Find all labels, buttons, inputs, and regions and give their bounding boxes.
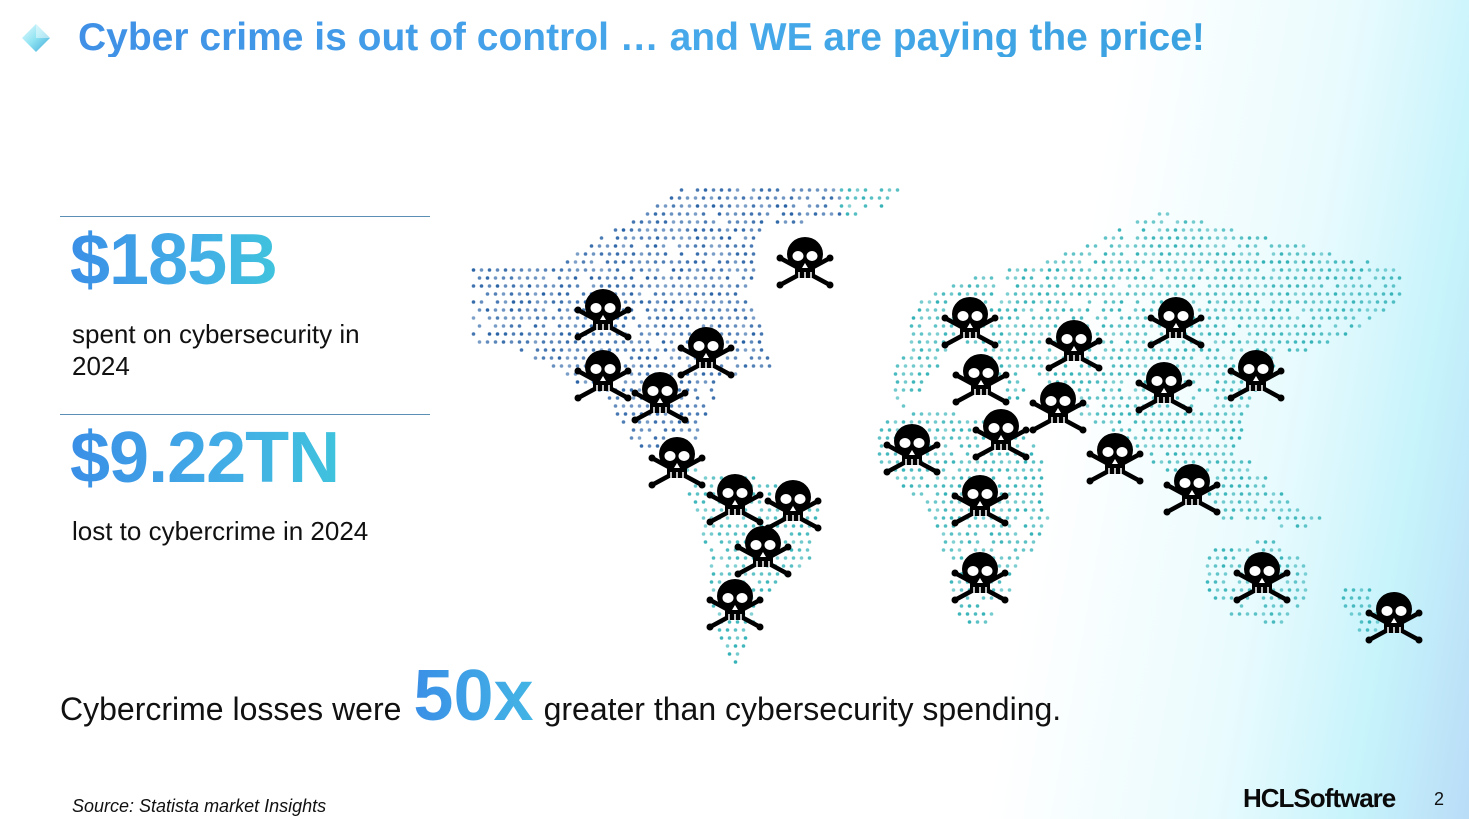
skull-and-crossbones-icon — [952, 354, 1010, 406]
skull-and-crossbones-icon — [574, 289, 632, 341]
skull-and-crossbones-icon — [706, 474, 764, 526]
comparison-multiplier: 50x — [413, 656, 534, 736]
stat-spending-value: $185B — [70, 220, 278, 300]
skull-and-crossbones-icon — [1227, 350, 1285, 402]
stat-losses-label: lost to cybercrime in 2024 — [72, 516, 369, 546]
page-number: 2 — [1434, 789, 1445, 809]
skull-and-crossbones-icon — [951, 475, 1009, 527]
skull-and-crossbones-icon — [883, 424, 941, 476]
skull-and-crossbones-icon — [951, 552, 1009, 604]
skull-and-crossbones-icon — [1086, 433, 1144, 485]
diamond-bullet-icon — [22, 23, 50, 52]
skull-and-crossbones-icon — [764, 480, 822, 532]
slide-title: Cyber crime is out of control … and WE a… — [78, 16, 1205, 59]
skull-and-crossbones-icon — [677, 327, 735, 379]
skull-and-crossbones-icon — [1029, 382, 1087, 434]
stat-losses-value: $9.22TN — [70, 418, 340, 498]
comparison-after: greater than cybersecurity spending. — [543, 691, 1062, 727]
skull-and-crossbones-icon — [941, 297, 999, 349]
skull-and-crossbones-icon — [1045, 320, 1103, 372]
skull-and-crossbones-icon — [1135, 362, 1193, 414]
divider-top — [60, 216, 430, 217]
slide-title-row: Cyber crime is out of control … and WE a… — [20, 18, 1205, 57]
skull-and-crossbones-icon — [574, 350, 632, 402]
skull-and-crossbones-icon — [648, 437, 706, 489]
skull-markers — [574, 237, 1423, 644]
divider-middle — [60, 414, 430, 415]
skull-and-crossbones-icon — [706, 579, 764, 631]
skull-and-crossbones-icon — [1147, 297, 1205, 349]
source-note: Source: Statista market Insights — [72, 796, 327, 816]
hcl-software-logo: HCLSoftware — [1243, 783, 1396, 813]
skull-and-crossbones-icon — [972, 409, 1030, 461]
comparison-sentence: Cybercrime losses were 50x greater than … — [60, 660, 1061, 732]
comparison-before: Cybercrime losses were — [60, 691, 402, 727]
stat-spending-label: spent on cybersecurity in 2024 — [72, 319, 360, 381]
skull-and-crossbones-icon — [776, 237, 834, 289]
skull-and-crossbones-icon — [734, 526, 792, 578]
skull-and-crossbones-icon — [1163, 464, 1221, 516]
skull-and-crossbones-icon — [1233, 552, 1291, 604]
skull-and-crossbones-icon — [631, 372, 689, 424]
skull-and-crossbones-icon — [1365, 592, 1423, 644]
